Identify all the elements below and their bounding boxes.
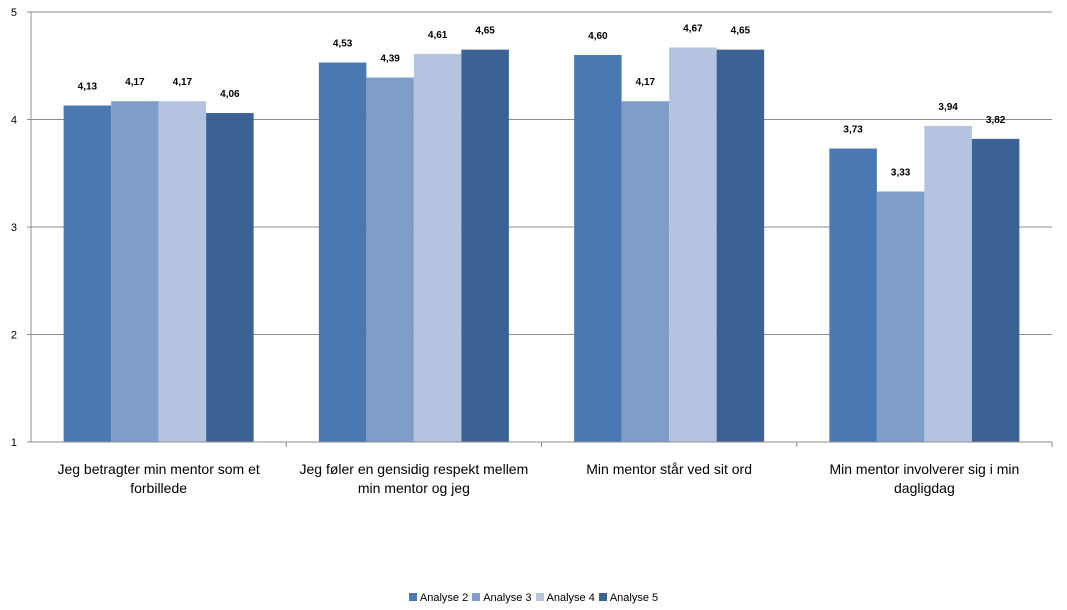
bar — [829, 148, 877, 442]
data-label: 4,67 — [683, 23, 703, 34]
category-label: Jeg betragter min mentor som et forbilled… — [57, 461, 259, 496]
data-label: 3,33 — [891, 168, 911, 179]
data-label: 4,06 — [220, 89, 240, 100]
bar — [876, 191, 925, 442]
legend-label: Analyse 5 — [609, 592, 659, 604]
bar — [111, 101, 159, 442]
data-label: 3,82 — [986, 115, 1006, 126]
data-label: 4,17 — [125, 77, 145, 88]
category-label: Min mentor involverer sig i min dagligdag — [829, 461, 1019, 496]
y-axis-ticks: 1 2 3 4 5 — [11, 7, 31, 449]
axes — [30, 12, 1053, 447]
y-tick-label: 3 — [11, 222, 17, 234]
data-label: 4,53 — [333, 39, 353, 50]
bar — [158, 101, 207, 442]
data-label: 3,94 — [938, 102, 958, 113]
bar — [716, 49, 765, 442]
bar — [971, 138, 1020, 442]
data-label: 4,60 — [588, 31, 608, 42]
category-labels: Jeg betragter min mentor som et forbilled… — [57, 461, 1019, 496]
bar — [206, 113, 254, 443]
bar-series — [63, 47, 1020, 443]
bar — [924, 125, 972, 442]
bar — [366, 77, 414, 442]
legend-swatch — [535, 593, 544, 601]
y-tick-label: 1 — [11, 437, 17, 449]
legend-item: Analyse 5 — [598, 592, 659, 604]
category-label: Min mentor står ved sit ord — [586, 461, 752, 477]
bar — [318, 62, 367, 443]
legend-item: Analyse 4 — [535, 592, 595, 604]
legend-swatch — [472, 593, 481, 601]
data-label: 4,13 — [78, 82, 98, 93]
data-labels: 4,13 4,17 4,17 4,06 4,53 4,39 4,61 4,65 4,60 4,17… — [78, 23, 1006, 178]
bar — [669, 47, 717, 442]
bar — [574, 55, 622, 442]
legend-label: Analyse 4 — [546, 592, 595, 604]
bar — [461, 49, 509, 442]
legend-label: Analyse 3 — [483, 592, 532, 604]
data-label: 4,65 — [475, 26, 495, 37]
legend-label: Analyse 2 — [419, 592, 469, 604]
bar — [63, 105, 112, 443]
legend-item: Analyse 3 — [472, 592, 532, 604]
y-tick-label: 4 — [11, 115, 17, 127]
chart-legend: Analyse 2 Analyse 3 Analyse 4 Analyse 5 — [0, 592, 1067, 604]
data-label: 4,61 — [428, 30, 448, 41]
y-tick-label: 5 — [11, 7, 17, 19]
data-label: 3,73 — [843, 125, 863, 136]
legend-item: Analyse 2 — [408, 592, 469, 604]
legend-swatch — [408, 593, 417, 601]
bar — [621, 101, 670, 442]
data-label: 4,17 — [173, 77, 193, 88]
bar — [413, 53, 462, 443]
data-label: 4,17 — [636, 77, 656, 88]
data-label: 4,65 — [731, 26, 751, 37]
y-tick-label: 2 — [11, 330, 17, 342]
data-label: 4,39 — [380, 54, 400, 65]
legend-swatch — [598, 593, 607, 601]
category-label: Jeg føler en gensidig respekt mellem min … — [299, 461, 528, 496]
